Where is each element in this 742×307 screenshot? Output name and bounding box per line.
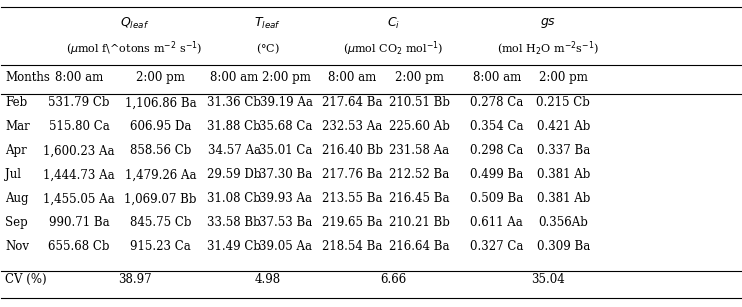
Text: 2:00 pm: 2:00 pm — [261, 71, 310, 84]
Text: 0.381 Ab: 0.381 Ab — [536, 192, 590, 205]
Text: 2:00 pm: 2:00 pm — [136, 71, 185, 84]
Text: 31.49 Cb: 31.49 Cb — [207, 240, 261, 253]
Text: 213.55 Ba: 213.55 Ba — [322, 192, 383, 205]
Text: Jul: Jul — [5, 169, 21, 181]
Text: 606.95 Da: 606.95 Da — [130, 120, 191, 134]
Text: Sep: Sep — [5, 216, 28, 229]
Text: 0.215 Cb: 0.215 Cb — [536, 96, 590, 109]
Text: 216.64 Ba: 216.64 Ba — [389, 240, 450, 253]
Text: 38.97: 38.97 — [118, 273, 151, 286]
Text: 37.53 Ba: 37.53 Ba — [260, 216, 312, 229]
Text: 8:00 am: 8:00 am — [329, 71, 377, 84]
Text: 1,455.05 Aa: 1,455.05 Aa — [43, 192, 115, 205]
Text: 219.65 Ba: 219.65 Ba — [322, 216, 383, 229]
Text: 0.421 Ab: 0.421 Ab — [536, 120, 590, 134]
Text: 216.45 Ba: 216.45 Ba — [389, 192, 450, 205]
Text: 8:00 am: 8:00 am — [210, 71, 258, 84]
Text: 0.298 Ca: 0.298 Ca — [470, 144, 523, 157]
Text: Aug: Aug — [5, 192, 29, 205]
Text: 0.309 Ba: 0.309 Ba — [536, 240, 590, 253]
Text: 845.75 Cb: 845.75 Cb — [130, 216, 191, 229]
Text: ($\mu$mol f\^otons m$^{-2}$ s$^{-1}$): ($\mu$mol f\^otons m$^{-2}$ s$^{-1}$) — [66, 39, 203, 58]
Text: 515.80 Ca: 515.80 Ca — [49, 120, 109, 134]
Text: $T_{leaf}$: $T_{leaf}$ — [254, 16, 281, 31]
Text: 35.01 Ca: 35.01 Ca — [259, 144, 312, 157]
Text: $gs$: $gs$ — [540, 16, 556, 30]
Text: CV (%): CV (%) — [5, 273, 47, 286]
Text: 1,600.23 Aa: 1,600.23 Aa — [43, 144, 115, 157]
Text: 216.40 Bb: 216.40 Bb — [322, 144, 383, 157]
Text: 0.611 Aa: 0.611 Aa — [470, 216, 523, 229]
Text: 1,444.73 Aa: 1,444.73 Aa — [43, 169, 115, 181]
Text: 232.53 Aa: 232.53 Aa — [322, 120, 383, 134]
Text: 33.58 Bb: 33.58 Bb — [207, 216, 261, 229]
Text: Feb: Feb — [5, 96, 27, 109]
Text: 39.05 Aa: 39.05 Aa — [260, 240, 312, 253]
Text: 2:00 pm: 2:00 pm — [395, 71, 444, 84]
Text: 8:00 am: 8:00 am — [473, 71, 521, 84]
Text: 2:00 pm: 2:00 pm — [539, 71, 588, 84]
Text: 0.509 Ba: 0.509 Ba — [470, 192, 523, 205]
Text: 0.337 Ba: 0.337 Ba — [536, 144, 590, 157]
Text: 31.08 Cb: 31.08 Cb — [207, 192, 261, 205]
Text: 4.98: 4.98 — [255, 273, 280, 286]
Text: (mol H$_{2}$O m$^{-2}$s$^{-1}$): (mol H$_{2}$O m$^{-2}$s$^{-1}$) — [497, 40, 600, 58]
Text: Apr: Apr — [5, 144, 27, 157]
Text: 217.76 Ba: 217.76 Ba — [322, 169, 383, 181]
Text: 915.23 Ca: 915.23 Ca — [130, 240, 191, 253]
Text: 210.21 Bb: 210.21 Bb — [389, 216, 450, 229]
Text: 1,069.07 Bb: 1,069.07 Bb — [124, 192, 197, 205]
Text: 531.79 Cb: 531.79 Cb — [48, 96, 110, 109]
Text: 858.56 Cb: 858.56 Cb — [130, 144, 191, 157]
Text: 31.36 Cb: 31.36 Cb — [207, 96, 261, 109]
Text: 231.58 Aa: 231.58 Aa — [389, 144, 449, 157]
Text: 39.19 Aa: 39.19 Aa — [260, 96, 312, 109]
Text: 1,479.26 Aa: 1,479.26 Aa — [125, 169, 196, 181]
Text: Months: Months — [5, 71, 50, 84]
Text: $C_{i}$: $C_{i}$ — [387, 16, 400, 31]
Text: 212.52 Ba: 212.52 Ba — [389, 169, 449, 181]
Text: 37.30 Ba: 37.30 Ba — [260, 169, 312, 181]
Text: 655.68 Cb: 655.68 Cb — [48, 240, 110, 253]
Text: 8:00 am: 8:00 am — [55, 71, 103, 84]
Text: 0.354 Ca: 0.354 Ca — [470, 120, 523, 134]
Text: 6.66: 6.66 — [380, 273, 407, 286]
Text: 0.356Ab: 0.356Ab — [538, 216, 588, 229]
Text: 210.51 Bb: 210.51 Bb — [389, 96, 450, 109]
Text: 1,106.86 Ba: 1,106.86 Ba — [125, 96, 196, 109]
Text: 217.64 Ba: 217.64 Ba — [322, 96, 383, 109]
Text: Nov: Nov — [5, 240, 29, 253]
Text: 0.278 Ca: 0.278 Ca — [470, 96, 523, 109]
Text: 34.57 Aa: 34.57 Aa — [208, 144, 260, 157]
Text: 39.93 Aa: 39.93 Aa — [260, 192, 312, 205]
Text: ($\degree$C): ($\degree$C) — [255, 41, 280, 56]
Text: 29.59 Db: 29.59 Db — [207, 169, 261, 181]
Text: Mar: Mar — [5, 120, 30, 134]
Text: 990.71 Ba: 990.71 Ba — [49, 216, 109, 229]
Text: 35.68 Ca: 35.68 Ca — [259, 120, 312, 134]
Text: 225.60 Ab: 225.60 Ab — [389, 120, 450, 134]
Text: 218.54 Ba: 218.54 Ba — [322, 240, 383, 253]
Text: $Q_{leaf}$: $Q_{leaf}$ — [120, 16, 149, 31]
Text: 0.327 Ca: 0.327 Ca — [470, 240, 523, 253]
Text: 0.499 Ba: 0.499 Ba — [470, 169, 523, 181]
Text: 31.88 Cb: 31.88 Cb — [207, 120, 261, 134]
Text: 0.381 Ab: 0.381 Ab — [536, 169, 590, 181]
Text: ($\mu$mol CO$_{2}$ mol$^{-1}$): ($\mu$mol CO$_{2}$ mol$^{-1}$) — [343, 39, 444, 58]
Text: 35.04: 35.04 — [531, 273, 565, 286]
